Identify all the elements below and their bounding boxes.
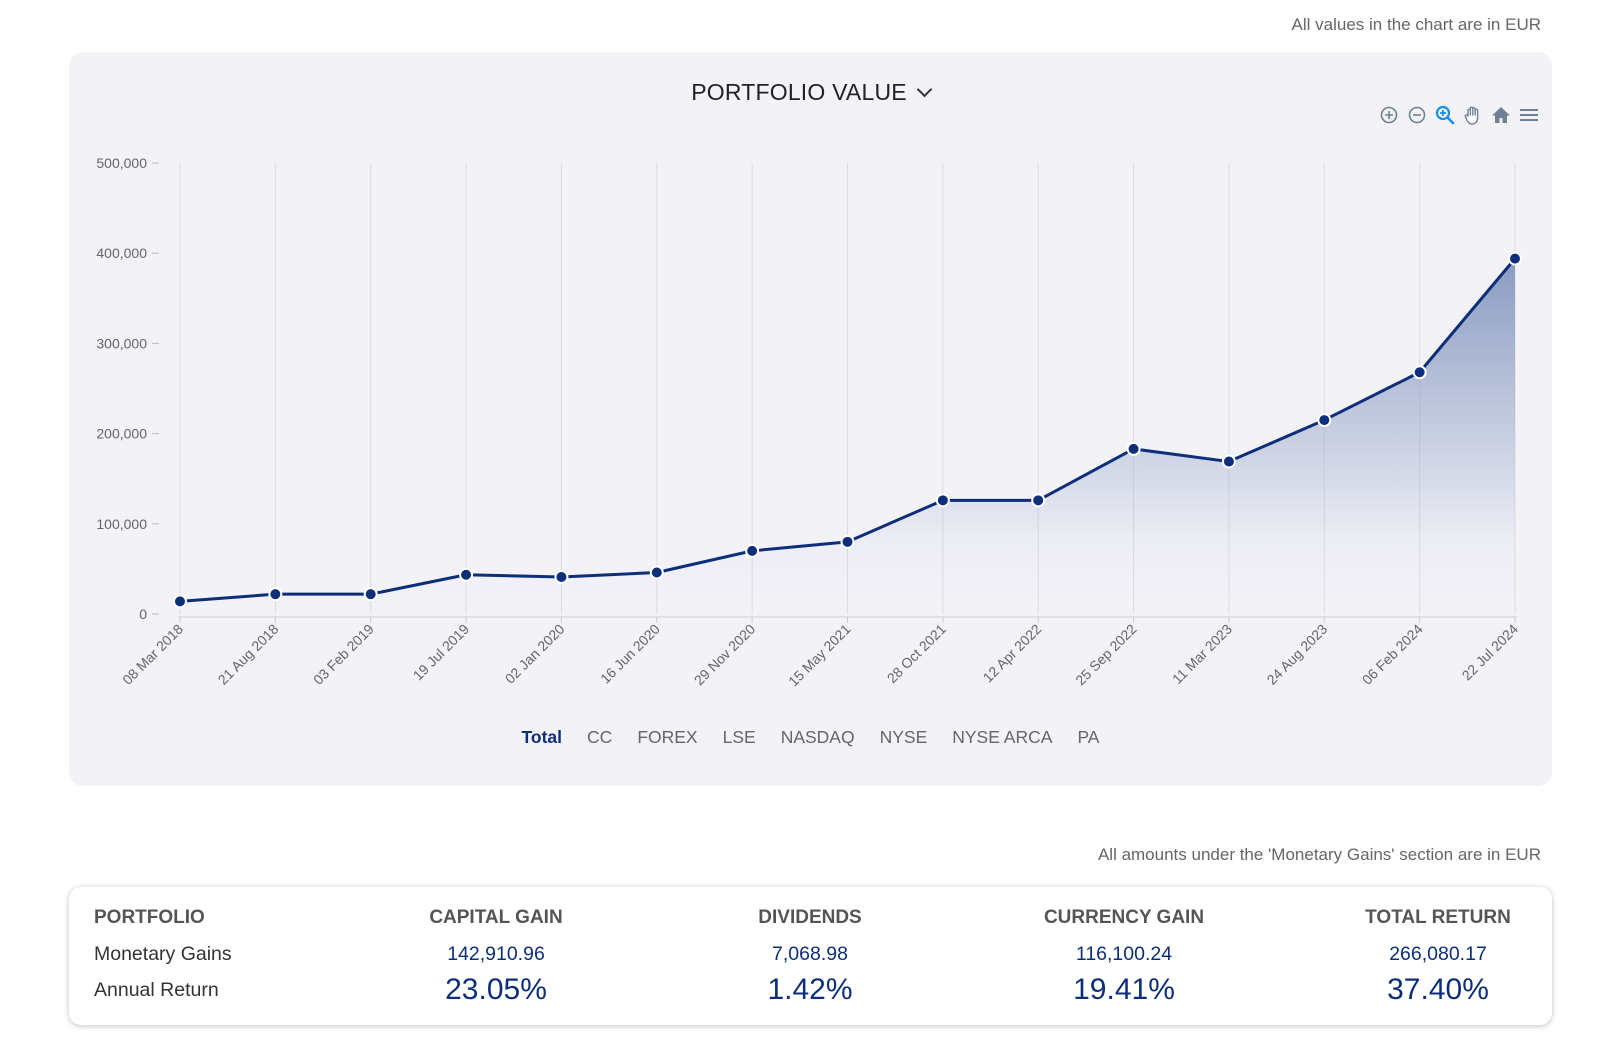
x-tick-label: 03 Feb 2019 [310, 621, 377, 688]
menu-icon[interactable] [1518, 104, 1540, 126]
chart-toolbar [1378, 104, 1540, 126]
chart-legend: Total CC FOREX LSE NASDAQ NYSE NYSE ARCA… [69, 727, 1552, 748]
chart-currency-note: All values in the chart are in EUR [1291, 15, 1541, 34]
total-return-annual-return: 37.40% [1387, 973, 1489, 1006]
zoom-out-icon[interactable] [1406, 104, 1428, 126]
selection-zoom-icon[interactable] [1434, 104, 1456, 126]
x-tick-label: 12 Apr 2022 [980, 621, 1045, 686]
header-portfolio: PORTFOLIO [94, 907, 205, 928]
x-tick-label: 19 Jul 2019 [410, 621, 473, 684]
zoom-in-icon[interactable] [1378, 104, 1400, 126]
data-point [649, 565, 664, 580]
legend-item-nasdaq[interactable]: NASDAQ [780, 727, 855, 747]
x-tick-label: 16 Jun 2020 [597, 621, 663, 687]
gains-currency-note: All amounts under the 'Monetary Gains' s… [1097, 845, 1541, 864]
row-label-monetary-gains: Monetary Gains [94, 943, 232, 965]
legend-item-total[interactable]: Total [521, 727, 563, 747]
portfolio-value-chart[interactable]: 0 100,000 200,000 300,000 400,000 500,000 08 M… [69, 52, 1552, 786]
chart-title: PORTFOLIO VALUE [691, 79, 907, 105]
returns-summary-table: PORTFOLIO CAPITAL GAIN DIVIDENDS CURRENC… [69, 887, 1552, 1025]
data-point [1317, 413, 1332, 428]
x-tick-label: 11 Mar 2023 [1169, 621, 1235, 687]
data-point [840, 534, 855, 549]
data-point [173, 594, 187, 609]
x-tick-label: 29 Nov 2020 [691, 621, 759, 689]
dividends-annual-return: 1.42% [767, 973, 853, 1006]
x-tick-label: 08 Mar 2018 [119, 621, 186, 688]
row-label-annual-return: Annual Return [94, 979, 219, 1001]
data-point [745, 543, 760, 558]
data-point [1031, 493, 1046, 508]
chart-title-dropdown[interactable]: PORTFOLIO VALUE [69, 79, 1552, 106]
x-tick-label: 28 Oct 2021 [884, 621, 949, 686]
x-tick-label: 06 Feb 2024 [1359, 621, 1426, 688]
data-point [1508, 251, 1522, 266]
header-capital-gain: CAPITAL GAIN [429, 907, 563, 928]
data-point [1126, 441, 1141, 456]
data-point [268, 587, 283, 602]
header-currency-gain: CURRENCY GAIN [1043, 907, 1205, 928]
currency-gain-annual-return: 19.41% [1073, 973, 1175, 1006]
data-point [363, 587, 378, 602]
legend-item-lse[interactable]: LSE [722, 727, 756, 747]
capital-gain-annual-return: 23.05% [445, 973, 547, 1006]
series-area-total [180, 258, 1515, 614]
data-point [1412, 365, 1427, 380]
legend-item-pa[interactable]: PA [1077, 727, 1100, 747]
legend-item-nyse-arca[interactable]: NYSE ARCA [952, 727, 1053, 747]
y-tick-label: 200,000 [96, 426, 147, 442]
data-point [1221, 454, 1236, 469]
x-tick-label: 15 May 2021 [785, 621, 854, 690]
total-return-amount: 266,080.17 [1389, 943, 1487, 965]
y-tick-label: 500,000 [96, 155, 147, 171]
portfolio-chart-card: PORTFOLIO VALUE 0 100,000 200,000 300,000 40… [69, 52, 1552, 786]
x-tick-label: 25 Sep 2022 [1072, 621, 1140, 689]
capital-gain-amount: 142,910.96 [447, 943, 545, 965]
x-tick-label: 22 Jul 2024 [1459, 621, 1522, 684]
x-tick-label: 02 Jan 2020 [502, 621, 568, 687]
header-dividends: DIVIDENDS [758, 907, 862, 928]
x-tick-label: 21 Aug 2018 [215, 621, 282, 688]
y-tick-label: 300,000 [96, 335, 147, 351]
legend-item-nyse[interactable]: NYSE [879, 727, 928, 747]
legend-item-cc[interactable]: CC [587, 727, 613, 747]
y-tick-label: 0 [139, 606, 147, 622]
data-point [935, 493, 950, 508]
y-tick-label: 400,000 [96, 245, 147, 261]
data-point [554, 570, 569, 585]
home-reset-icon[interactable] [1490, 104, 1512, 126]
currency-gain-amount: 116,100.24 [1075, 943, 1173, 965]
y-tick-label: 100,000 [96, 516, 147, 532]
pan-hand-icon[interactable] [1462, 104, 1484, 126]
dividends-amount: 7,068.98 [772, 943, 848, 965]
x-tick-label: 24 Aug 2023 [1263, 621, 1330, 688]
legend-item-forex[interactable]: FOREX [637, 727, 698, 747]
data-point [459, 567, 474, 582]
header-total-return: TOTAL RETURN [1365, 907, 1511, 928]
